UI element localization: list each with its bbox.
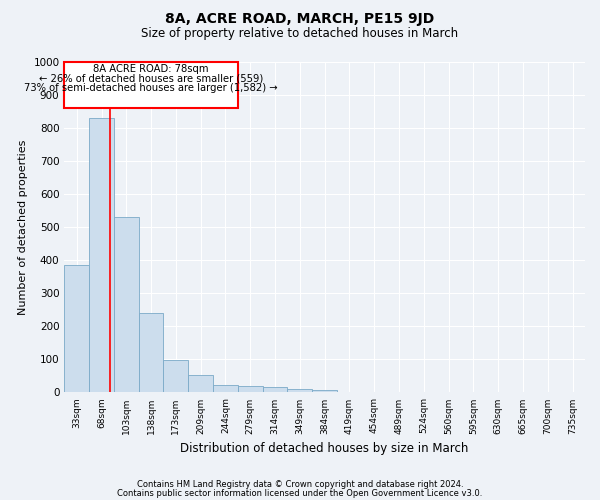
Bar — [64, 265, 89, 392]
Bar — [287, 389, 312, 392]
Bar — [139, 313, 163, 392]
Text: 73% of semi-detached houses are larger (1,582) →: 73% of semi-detached houses are larger (… — [24, 83, 278, 93]
Text: ← 26% of detached houses are smaller (559): ← 26% of detached houses are smaller (55… — [39, 73, 263, 83]
Bar — [238, 386, 263, 392]
Bar — [213, 385, 238, 392]
FancyBboxPatch shape — [64, 62, 238, 108]
Bar — [89, 118, 114, 392]
Text: 8A ACRE ROAD: 78sqm: 8A ACRE ROAD: 78sqm — [94, 64, 209, 74]
Bar — [114, 217, 139, 392]
Bar — [163, 360, 188, 392]
Text: Contains public sector information licensed under the Open Government Licence v3: Contains public sector information licen… — [118, 488, 482, 498]
Bar — [188, 375, 213, 392]
Bar — [312, 390, 337, 392]
Text: Contains HM Land Registry data © Crown copyright and database right 2024.: Contains HM Land Registry data © Crown c… — [137, 480, 463, 489]
X-axis label: Distribution of detached houses by size in March: Distribution of detached houses by size … — [181, 442, 469, 455]
Text: 8A, ACRE ROAD, MARCH, PE15 9JD: 8A, ACRE ROAD, MARCH, PE15 9JD — [166, 12, 434, 26]
Text: Size of property relative to detached houses in March: Size of property relative to detached ho… — [142, 28, 458, 40]
Bar — [263, 387, 287, 392]
Y-axis label: Number of detached properties: Number of detached properties — [18, 140, 28, 314]
